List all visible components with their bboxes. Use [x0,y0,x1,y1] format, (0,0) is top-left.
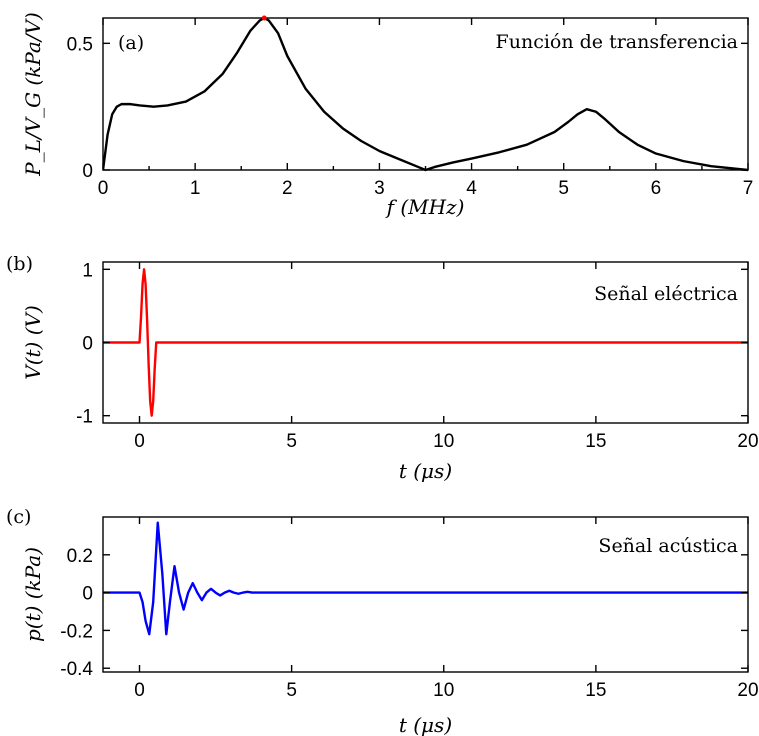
chart-title: Señal acústica [598,535,738,557]
x-tick-label: 7 [743,178,754,199]
peak-marker [261,15,267,21]
x-tick-label: 3 [374,178,385,199]
x-tick-label: 1 [190,178,201,199]
x-tick-label: 15 [585,431,606,452]
plot-frame-3 [102,516,749,673]
y-axis-label: P_L/V_G (kPa/V) [21,12,45,177]
x-tick-label: 0 [98,178,109,199]
y-tick-label: -0.4 [60,659,93,680]
y-tick-label: 0.5 [67,34,93,55]
y-tick-label: 0.2 [67,546,93,567]
series-line-3 [103,521,748,636]
y-tick-label: -1 [76,407,93,428]
y-axis-label: V(t) (V) [21,305,45,380]
x-tick-label: 0 [134,680,145,701]
chart-panel-1: 0 1 2 3 4 5 6 7 0 0.5 (a) Función de transferencia f… [21,12,753,219]
chart-title: Función de transferencia [496,31,738,53]
series-line-2 [103,268,748,417]
y-tick-label: 0 [82,161,93,182]
x-tick-label: 20 [737,680,758,701]
x-tick-label: 0 [134,431,145,452]
x-tick-label: 5 [558,178,569,199]
x-tick-label: 15 [585,680,606,701]
x-tick-label: 2 [282,178,293,199]
chart-panel-3: 0 5 10 15 20 0.2 0 -0.2 -0.4 (c) Señal acústica t (… [6,506,759,736]
x-axis-label: t (μs) [399,459,452,483]
x-tick-label: 10 [433,431,454,452]
series-line-1 [103,16,748,172]
x-axis-label: t (μs) [399,713,452,736]
x-tick-label: 10 [433,680,454,701]
y-tick-label: 1 [82,260,93,281]
chart-title: Señal eléctrica [594,283,738,305]
y-tick-label: 0 [82,334,93,355]
panel-label: (a) [118,32,144,54]
x-tick-label: 4 [466,178,477,199]
x-axis-label: f (MHz) [385,195,465,219]
panel-label: (c) [6,506,31,528]
x-tick-label: 5 [286,431,297,452]
x-tick-label: 6 [651,178,662,199]
y-tick-label: 0 [82,584,93,605]
panel-label: (b) [6,253,33,275]
y-axis-label: p(t) (kPa) [21,547,45,642]
x-tick-label: 20 [737,431,758,452]
y-tick-label: -0.2 [60,621,93,642]
x-tick-label: 5 [286,680,297,701]
